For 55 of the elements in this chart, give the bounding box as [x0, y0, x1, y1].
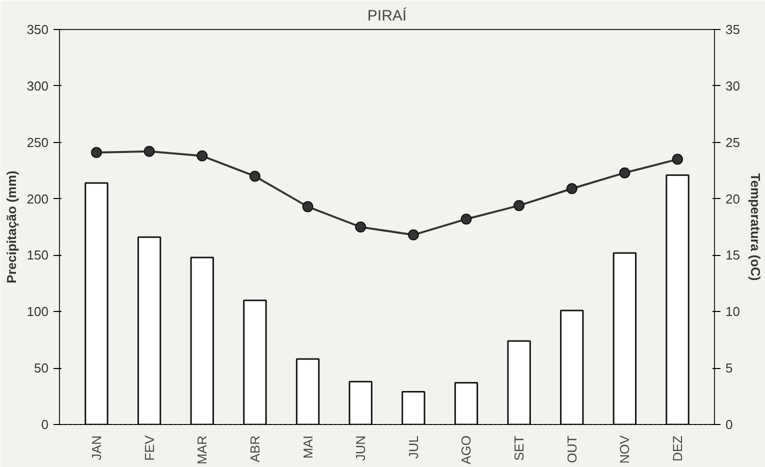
bar [348, 380, 372, 424]
bar [137, 236, 162, 424]
x-tick-label: OUT [564, 435, 580, 463]
y-axis-title: Precipitação (mm) [4, 170, 19, 284]
point [302, 201, 314, 212]
bar [560, 310, 584, 424]
x-tick-label: SET [512, 435, 527, 461]
x-tick-label: MAI [300, 435, 316, 459]
y2-tick-label: 15 [726, 248, 740, 263]
point [566, 183, 578, 194]
x-tick-label: FEV [142, 435, 157, 461]
y2-tick-label: 20 [726, 191, 740, 206]
bar [296, 358, 320, 424]
x-tick-label: AGO [458, 435, 474, 464]
y2-tick-label: 10 [726, 304, 740, 320]
point [196, 150, 208, 162]
bar [243, 300, 267, 424]
y2-tick-label: 35 [726, 22, 740, 37]
bar [507, 340, 531, 424]
bar [666, 174, 690, 424]
point [90, 147, 102, 158]
point [249, 170, 260, 182]
y-tick-label: 100 [26, 304, 49, 320]
y-tick-label: 50 [34, 360, 49, 376]
y2-tick-label: 5 [726, 360, 733, 376]
chart-title: PIRAÍ [367, 6, 408, 24]
x-tick-label: MAR [194, 436, 210, 464]
point [355, 222, 366, 232]
y-tick-label: 150 [26, 248, 49, 263]
bar [84, 182, 108, 424]
x-tick-label: ABR [247, 435, 262, 462]
bar [190, 256, 214, 424]
x-tick-label: JAN [88, 435, 104, 460]
x-tick-label: DEZ [670, 435, 686, 462]
point [514, 200, 525, 212]
point [619, 167, 630, 178]
y2-axis-title: Temperatura (oC) [748, 173, 763, 281]
y-tick-label: 0 [41, 417, 49, 432]
point [408, 229, 419, 240]
point [144, 146, 155, 157]
x-tick-label: NOV [617, 435, 632, 464]
y-tick-label: 200 [26, 191, 49, 206]
point [672, 154, 684, 165]
bar [402, 391, 426, 424]
y2-tick-label: 25 [726, 134, 740, 150]
bar [612, 252, 637, 424]
x-tick-label: JUL [406, 435, 421, 459]
y-tick-label: 300 [26, 78, 49, 94]
y-tick-label: 250 [26, 134, 49, 150]
y2-tick-label: 0 [726, 417, 733, 432]
y2-tick-label: 30 [726, 78, 740, 94]
point [460, 214, 472, 225]
x-tick-label: JUN [353, 435, 368, 461]
y-tick-label: 350 [26, 22, 49, 37]
bar [454, 382, 478, 424]
